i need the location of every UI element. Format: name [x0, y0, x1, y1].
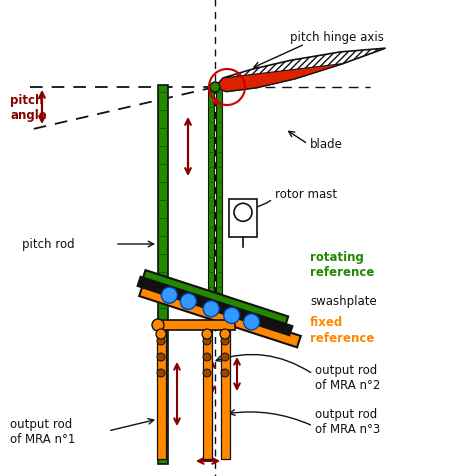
Circle shape	[203, 337, 211, 345]
Text: swashplate: swashplate	[310, 295, 377, 308]
Text: pitch hinge axis: pitch hinge axis	[290, 31, 384, 44]
Circle shape	[221, 353, 229, 361]
Bar	[221, 329, 230, 459]
Bar	[208, 88, 214, 329]
Circle shape	[161, 288, 177, 304]
Bar	[216, 88, 222, 329]
Text: output rod
of MRA n°1: output rod of MRA n°1	[10, 417, 75, 445]
Text: rotating
reference: rotating reference	[310, 250, 374, 279]
Bar	[203, 329, 212, 459]
Circle shape	[157, 369, 165, 377]
Circle shape	[224, 308, 240, 324]
Text: output rod
of MRA n°3: output rod of MRA n°3	[315, 407, 380, 435]
Circle shape	[203, 369, 211, 377]
Text: output rod
of MRA n°2: output rod of MRA n°2	[315, 363, 380, 391]
Text: blade: blade	[310, 138, 343, 151]
Circle shape	[220, 329, 230, 339]
Bar	[158, 320, 235, 330]
Polygon shape	[139, 285, 301, 347]
Bar	[158, 86, 168, 464]
Circle shape	[234, 204, 252, 222]
Text: pitch
angle: pitch angle	[10, 94, 47, 122]
Circle shape	[156, 329, 166, 339]
Circle shape	[203, 301, 219, 317]
Polygon shape	[215, 49, 386, 92]
Circle shape	[210, 83, 220, 93]
Circle shape	[244, 314, 260, 330]
Text: rotor mast: rotor mast	[275, 188, 337, 201]
Circle shape	[203, 353, 211, 361]
Bar	[157, 329, 166, 459]
Circle shape	[202, 329, 212, 339]
Circle shape	[221, 337, 229, 345]
Circle shape	[221, 369, 229, 377]
Text: pitch rod: pitch rod	[22, 238, 74, 251]
Circle shape	[157, 337, 165, 345]
Text: fixed
reference: fixed reference	[310, 315, 374, 344]
Polygon shape	[215, 64, 343, 92]
Circle shape	[157, 353, 165, 361]
Circle shape	[181, 294, 196, 310]
Bar	[229, 199, 257, 238]
Polygon shape	[142, 270, 288, 328]
Circle shape	[152, 319, 164, 331]
Polygon shape	[137, 277, 292, 336]
